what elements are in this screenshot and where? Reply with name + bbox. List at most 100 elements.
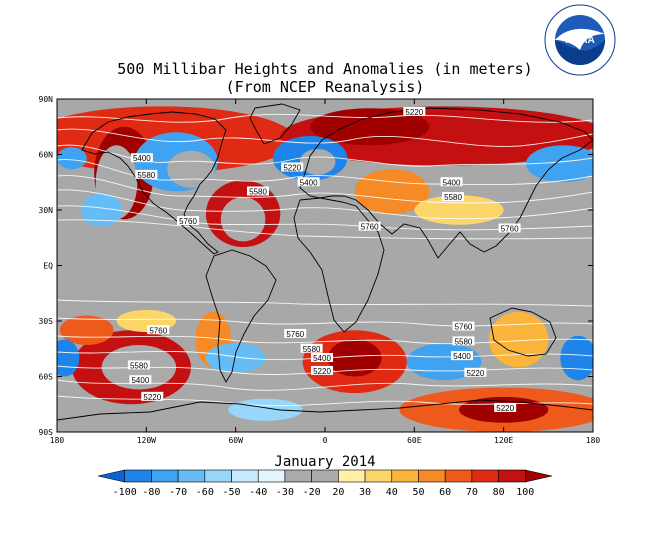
contour-label-text: 5580 [249, 188, 267, 197]
contour-label-bg [494, 402, 517, 412]
australia-outline [489, 307, 557, 357]
contour-label-text: 5580 [303, 345, 321, 354]
contour-label-bg [135, 169, 158, 179]
contour-label-bg [297, 177, 320, 187]
lon-label: 120E [494, 436, 513, 445]
colorbar-swatch [418, 469, 446, 483]
anomaly-region [205, 343, 266, 373]
contour-label-text: 5220 [496, 404, 514, 413]
colorbar-tick-label: -100 [113, 487, 137, 498]
contour-label-bg [300, 343, 323, 353]
lon-label: 60E [407, 436, 422, 445]
colorbar-tick-label: -70 [169, 487, 187, 498]
lat-label: EQ [43, 262, 53, 271]
colorbar-swatch [151, 469, 179, 483]
contour-label-bg [450, 351, 473, 361]
lat-label: 90S [39, 428, 54, 437]
lon-label: 60W [228, 436, 243, 445]
contour-label: 5220 [464, 367, 487, 378]
anomaly-region [80, 193, 123, 227]
contour-label-bg [452, 336, 475, 346]
contour-label-text: 5400 [453, 352, 471, 361]
colorbar-swatch [257, 469, 286, 483]
colorbar-tick-label: 70 [466, 487, 478, 498]
map-title: 500 Millibar Heights and Anomalies (in m… [117, 60, 533, 78]
lon-label: 180 [586, 436, 601, 445]
colorbar-swatch [284, 469, 312, 483]
contour-label-text: 5580 [444, 193, 462, 202]
colorbar-tick-label: -20 [303, 487, 321, 498]
contour-label-bg [442, 192, 465, 202]
contour-label: 5760 [358, 221, 381, 232]
contour-label-text: 5580 [137, 171, 155, 180]
contour-label-bg [129, 375, 152, 385]
anomaly-region [57, 339, 80, 377]
colorbar-tick-label: 60 [439, 487, 451, 498]
contour-label-bg [358, 221, 381, 231]
anomaly-region [354, 169, 430, 214]
contour-label: 5760 [177, 216, 200, 226]
contour-label-bg [498, 223, 521, 233]
colorbar-swatch [177, 469, 206, 483]
contour-label-text: 5220 [313, 367, 331, 376]
colorbar-tick-label: 40 [386, 487, 398, 498]
greenland-outline [249, 103, 301, 145]
colorbar-swatch [97, 469, 126, 483]
contour-label: 5760 [284, 328, 307, 339]
colorbar: -100 -80 -70 -60 -50 -40 -30 -20 20 30 40 50 60 70 80 1… [97, 469, 553, 498]
contour-label-text: 5400 [443, 178, 461, 187]
contour-label-bg [247, 186, 269, 196]
contour-label-bg [281, 162, 304, 172]
contour-label: 5760 [147, 325, 170, 335]
contour-label-text: 5400 [300, 178, 318, 187]
lat-label: 60N [39, 151, 54, 160]
colorbar-title: January 2014 [274, 454, 376, 470]
lat-label: 30S [39, 317, 54, 326]
colorbar-tick-label: -60 [196, 487, 214, 498]
contour-label: 5400 [130, 153, 153, 163]
lon-label: 0 [323, 436, 328, 445]
anomaly-region [310, 108, 430, 146]
africa-outline [293, 197, 385, 333]
contour-label: 5220 [403, 106, 426, 117]
contour-label-bg [464, 367, 487, 377]
contour-label: 5760 [452, 321, 475, 332]
contour-label: 5400 [450, 351, 473, 361]
anomaly-region [228, 398, 303, 421]
contour-label-bg [403, 106, 426, 116]
contour-label-text: 5580 [455, 337, 473, 346]
contour-label-text: 5400 [313, 354, 331, 363]
colorbar-tick-label: 20 [332, 487, 344, 498]
contour-label-bg [127, 360, 150, 370]
colorbar-swatch [204, 469, 232, 483]
colorbar-swatch [124, 469, 152, 483]
anomaly-region [299, 148, 336, 175]
contour-label: 5400 [129, 375, 152, 385]
contour-label-text: 5220 [405, 108, 423, 117]
contour-label-text: 5580 [130, 361, 148, 370]
colorbar-tick-label: 100 [516, 487, 534, 498]
lon-label: 180 [50, 436, 65, 445]
contour-label: 5580 [442, 192, 465, 202]
contour-label-bg [147, 325, 170, 335]
contour-label-text: 5400 [133, 154, 151, 163]
lat-label: 30N [39, 206, 54, 215]
anomaly-region [59, 315, 114, 346]
contour-labels: 5220540055805220540055805760540055805760… [127, 106, 521, 413]
height-contours [57, 113, 593, 407]
contour-label-bg [130, 153, 153, 163]
contour-label: 5220 [494, 402, 517, 413]
colorbar-swatch [498, 469, 526, 483]
colorbar-swatch [444, 469, 473, 483]
contour-label: 5400 [311, 353, 334, 363]
anomaly-region [526, 145, 593, 183]
colorbar-tick-label: 80 [493, 487, 505, 498]
contour-label-text: 5400 [131, 376, 149, 385]
contour-label-bg [284, 328, 307, 338]
colorbar-swatch [338, 469, 366, 483]
colorbar-tick-label: -40 [249, 487, 267, 498]
contour-label-bg [177, 216, 200, 226]
colorbar-swatch [231, 469, 259, 483]
contour-label-text: 5220 [466, 369, 484, 378]
contour-label-text: 5760 [501, 225, 519, 234]
